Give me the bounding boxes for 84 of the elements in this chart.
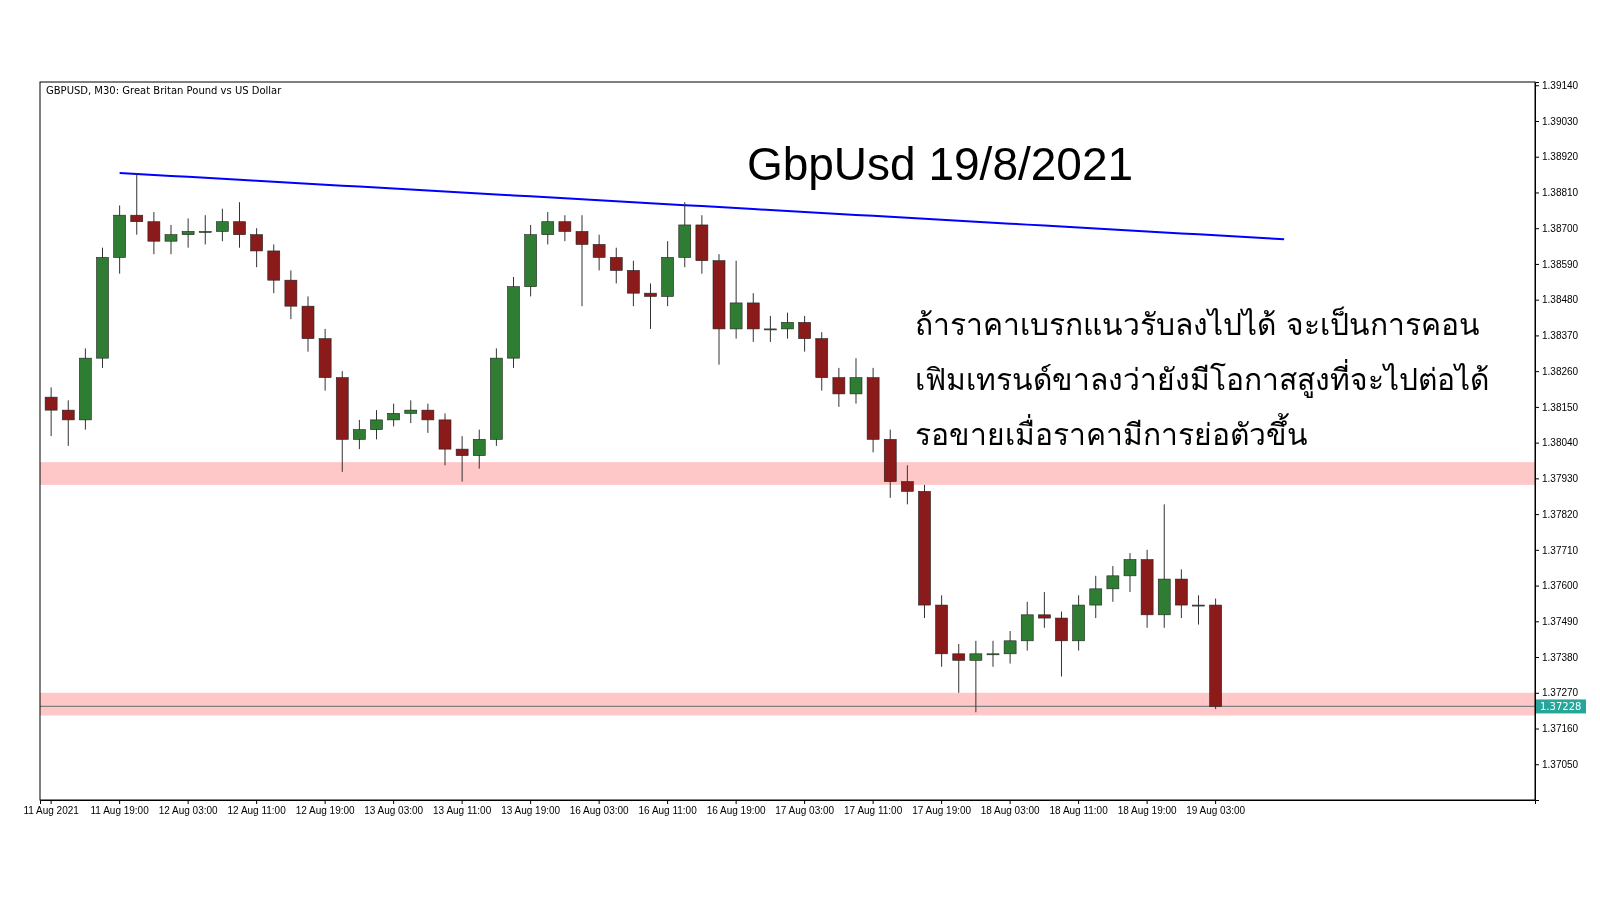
x-tick-label: 17 Aug 03:00 [775, 805, 835, 817]
y-tick-label: 1.38260 [1542, 365, 1579, 377]
y-tick-label: 1.38480 [1542, 294, 1579, 306]
candlestick [781, 312, 794, 340]
x-tick-label: 18 Aug 19:00 [1117, 805, 1178, 817]
y-tick-label: 1.38810 [1542, 187, 1579, 199]
x-tick-label: 16 Aug 19:00 [706, 805, 767, 817]
y-tick-label: 1.37600 [1542, 580, 1579, 592]
candlestick [1123, 552, 1137, 593]
candlestick [1106, 565, 1120, 603]
candlestick [216, 208, 229, 242]
y-tick-label: 1.38370 [1542, 330, 1579, 342]
x-tick-label: 17 Aug 19:00 [912, 805, 972, 817]
candlestick [472, 429, 486, 470]
candlestick [901, 464, 914, 505]
x-tick-label: 11 Aug 2021 [23, 805, 80, 817]
x-tick-label: 12 Aug 03:00 [158, 805, 219, 817]
annotation: ถ้าราคาเบรกแนวรับลงไปได้ จะเป็นการคอน [915, 306, 1480, 342]
x-tick-label: 16 Aug 11:00 [638, 805, 698, 817]
candlestick [798, 315, 811, 353]
chart-subtitle: GBPUSD, M30: Great Britan Pound vs US Dollar [46, 85, 283, 96]
candlestick [455, 435, 469, 483]
y-tick-label: 1.37160 [1542, 723, 1579, 735]
candlestick [1003, 630, 1017, 665]
candlestick [387, 403, 400, 427]
y-tick-label: 1.38920 [1542, 151, 1579, 163]
candlestick [404, 399, 418, 424]
candlestick [609, 247, 623, 284]
y-tick-label: 1.37050 [1542, 758, 1579, 770]
candlestick [164, 224, 178, 255]
candlestick [764, 315, 777, 343]
candlestick [1038, 591, 1051, 629]
candlestick [541, 211, 555, 245]
x-tick-label: 18 Aug 11:00 [1049, 805, 1109, 817]
candlestick [421, 403, 435, 434]
x-tick-label: 18 Aug 03:00 [980, 805, 1041, 817]
x-tick-label: 16 Aug 03:00 [569, 805, 630, 817]
candlestick [181, 217, 195, 249]
candlestick [61, 399, 75, 447]
y-tick-label: 1.39030 [1542, 115, 1579, 127]
candlestick [1055, 611, 1068, 678]
candlestick [969, 640, 983, 713]
y-tick-label: 1.37710 [1542, 544, 1579, 556]
y-tick-label: 1.37930 [1542, 473, 1579, 485]
candlestick [832, 367, 846, 408]
text: GbpUsd 19/8/2021 [746, 138, 1134, 190]
x-tick-label: 13 Aug 19:00 [501, 805, 561, 817]
candlestick [147, 211, 161, 255]
candlestick [233, 201, 246, 249]
x-tick-label: 12 Aug 11:00 [227, 805, 287, 817]
y-tick-label: 1.38150 [1542, 401, 1579, 413]
candlestick [370, 409, 383, 440]
candlestick [130, 172, 144, 236]
annotation: เฟิมเทรนด์ขาลงว่ายังมีโอกาสสูงที่จะไปต่อได้ [915, 359, 1489, 398]
candlestick [44, 386, 58, 437]
y-tick-label: 1.37490 [1542, 616, 1579, 628]
candlestick [198, 214, 212, 245]
candlestick [1192, 594, 1205, 626]
y-tick-label: 1.38590 [1542, 258, 1579, 270]
candlestick [592, 234, 606, 271]
candlestick [627, 260, 640, 307]
ref-line-label: 1.37228 [1540, 701, 1582, 713]
candlestick [952, 643, 966, 694]
x-tick-label: 13 Aug 11:00 [433, 805, 492, 817]
y-tick-label: 1.37820 [1542, 508, 1579, 520]
x-tick-label: 11 Aug 19:00 [90, 805, 150, 817]
candlestick [644, 282, 657, 330]
candlestick [1089, 575, 1103, 619]
y-tick-label: 1.37380 [1542, 651, 1579, 663]
y-tick-label: 1.39140 [1542, 79, 1579, 91]
x-tick-label: 19 Aug 03:00 [1186, 805, 1246, 817]
x-tick-label: 12 Aug 19:00 [295, 805, 356, 817]
annotation: รอขายเมื่อราคามีการย่อตัวขึ้น [915, 413, 1308, 452]
y-tick-label: 1.38700 [1542, 222, 1579, 234]
y-tick-label: 1.38040 [1542, 437, 1579, 449]
candlestick [353, 419, 366, 450]
x-tick-label: 17 Aug 11:00 [844, 805, 903, 817]
y-tick-label: 1.37270 [1542, 687, 1579, 699]
candlestick [558, 214, 572, 242]
candlestick [575, 214, 589, 307]
candlestick [986, 640, 1000, 668]
candlestick [849, 357, 863, 405]
candlestick [250, 227, 263, 268]
x-tick-label: 13 Aug 03:00 [364, 805, 424, 817]
